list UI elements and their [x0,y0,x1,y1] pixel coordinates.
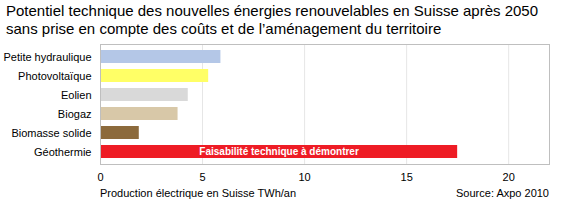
svg-text:0: 0 [97,171,103,183]
svg-text:20: 20 [503,171,515,183]
svg-text:Faisabilité technique à démont: Faisabilité technique à démontrer [199,146,359,157]
svg-text:15: 15 [401,171,413,183]
svg-text:Petite hydraulique: Petite hydraulique [3,51,91,63]
svg-text:Photovoltaïque: Photovoltaïque [18,70,91,82]
svg-text:Géothermie: Géothermie [34,146,91,158]
svg-text:5: 5 [199,171,205,183]
svg-text:Eolien: Eolien [61,89,92,101]
svg-text:Biomasse solide: Biomasse solide [11,127,91,139]
html-text:Potentiel technique des nouvel: Potentiel technique des nouvelles énergi… [6,2,538,19]
svg-text:10: 10 [298,171,310,183]
html-text:sans prise en compte des coûts: sans prise en compte des coûts et de l’a… [6,20,442,37]
svg-text:Biogaz: Biogaz [58,108,92,120]
html-text:Source: Axpo 2010: Source: Axpo 2010 [456,187,549,199]
html-text:Production électrique en Suiss: Production électrique en Suisse TWh/an [100,187,297,199]
